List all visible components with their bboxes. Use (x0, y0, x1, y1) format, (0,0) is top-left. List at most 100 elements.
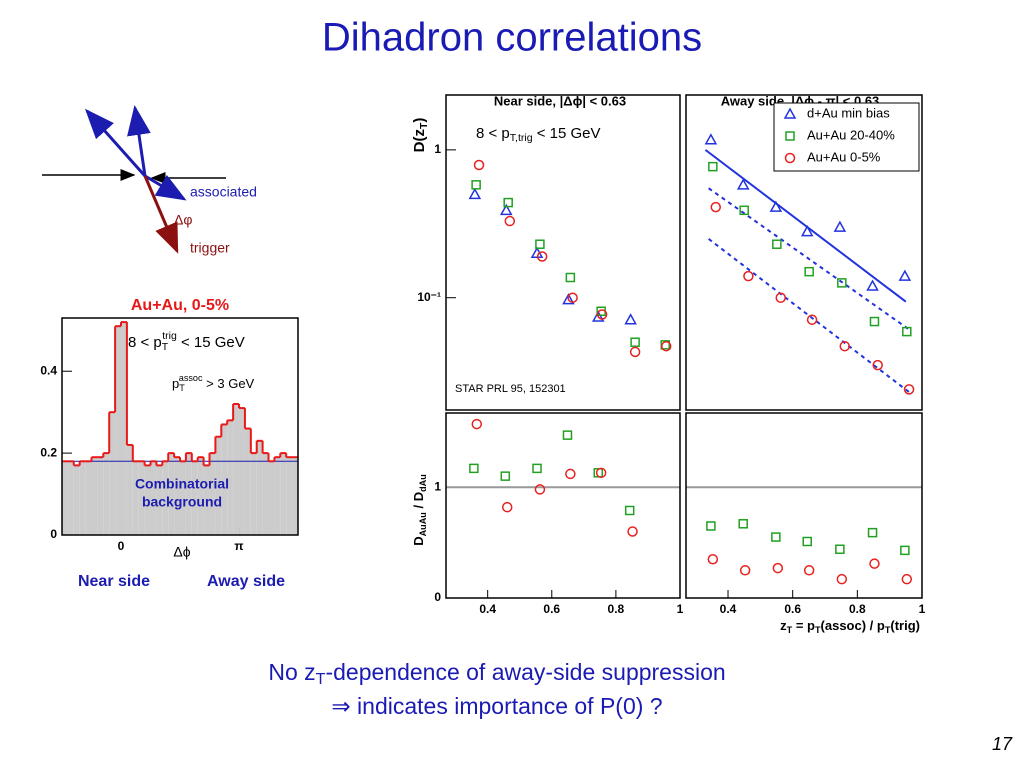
text-part: trig (162, 330, 177, 342)
histogram-bar (109, 412, 116, 535)
marker-triangle (468, 187, 482, 200)
associated-arrow (144, 174, 187, 201)
kinematics-diagram: associated Δφ trigger (42, 105, 257, 256)
y-axis-label: DAuAu / DdAu (411, 474, 428, 546)
marker-circle (772, 562, 784, 574)
text-part: assoc (179, 373, 203, 383)
marker-square (532, 463, 542, 474)
text-part: T (179, 383, 185, 393)
x-tick-label: 0.6 (784, 602, 801, 616)
y-tick-label: 0.2 (40, 445, 57, 459)
text-part: AuAu (418, 512, 428, 536)
histogram-bar (126, 444, 133, 535)
histogram-bar (73, 465, 80, 535)
histogram-bar (292, 457, 298, 535)
legend-marker (783, 107, 797, 119)
histogram-bar (221, 424, 228, 535)
marker-circle (567, 292, 578, 303)
x-tick-label: 0.8 (849, 602, 866, 616)
marker-circle (869, 558, 880, 569)
histogram-bar (62, 461, 68, 535)
marker-square (565, 272, 576, 283)
marker-circle (903, 384, 915, 395)
hist-title: Au+Au, 0-5% (131, 297, 229, 314)
background-label: Combinatorial (135, 476, 229, 492)
histogram-bar (132, 461, 139, 535)
histogram-bar (280, 453, 287, 535)
legend-box (773, 102, 920, 172)
associated-label: associated (190, 184, 257, 200)
fit-line (704, 149, 907, 303)
marker-triangle (704, 133, 718, 145)
trigger-label: trigger (190, 240, 230, 256)
text-part: p (172, 376, 179, 391)
y-tick-label: 0 (434, 590, 441, 604)
marker-triangle (898, 269, 912, 281)
marker-circle (806, 314, 818, 325)
marker-circle (836, 573, 848, 585)
histogram-bar (203, 465, 210, 535)
hist-annotation: pTassoc > 3 GeV (172, 373, 255, 393)
text-part: dAu (418, 474, 428, 492)
text-part: (assoc) / p (821, 618, 885, 633)
text-part: T,trig (510, 132, 533, 144)
text-part: T (885, 625, 891, 635)
marker-square (802, 536, 812, 547)
marker-circle (803, 565, 815, 576)
histogram-bar (256, 440, 263, 535)
legend-label: d+Au min bias (807, 105, 890, 120)
marker-square (562, 430, 573, 440)
plot-frame (445, 412, 681, 599)
jet-arrow (85, 108, 147, 177)
text-part: < 15 GeV (533, 125, 601, 142)
marker-square (804, 266, 814, 277)
marker-circle (872, 359, 883, 371)
marker-square (869, 316, 880, 327)
delta-phi-label: Δφ (174, 212, 192, 228)
page-number: 17 (992, 734, 1013, 754)
histogram-bar (138, 461, 145, 535)
marker-triangle (800, 225, 814, 237)
x-tick-label: 0.4 (720, 602, 737, 616)
histogram-bar (144, 465, 151, 535)
marker-circle (739, 565, 751, 576)
marker-square (469, 463, 479, 474)
marker-triangle (624, 313, 637, 325)
text-part: = p (792, 618, 815, 633)
legend-marker (784, 152, 796, 164)
text-part: (trig) (890, 618, 920, 633)
marker-circle (536, 251, 548, 262)
marker-square (500, 471, 511, 481)
text-part: D(z (411, 129, 428, 152)
background-label: background (142, 494, 222, 510)
histogram-bar (233, 403, 240, 535)
text-part: T (418, 122, 430, 129)
text-part: 8 < p (476, 125, 510, 142)
legend-label: Au+Au 0-5% (807, 149, 881, 164)
marker-square (772, 239, 782, 249)
histogram-bar (97, 457, 104, 535)
marker-circle (534, 484, 546, 495)
text-part: / D (411, 492, 426, 512)
marker-circle (504, 215, 516, 227)
histogram-bar (244, 428, 251, 535)
histogram-bar (103, 453, 110, 535)
text-part: T (787, 625, 793, 635)
marker-square (837, 278, 847, 288)
marker-square (835, 544, 845, 555)
marker-square (738, 519, 748, 529)
histogram-bar (174, 457, 181, 535)
text-part: < 15 GeV (177, 334, 245, 351)
histogram-bar (91, 457, 98, 535)
conclusion: ⇒ indicates importance of P(0) ? (331, 693, 662, 719)
text-part: -dependence of away-side suppression (325, 659, 725, 685)
fit-line (708, 187, 910, 331)
x-tick-label: 1 (677, 602, 684, 616)
x-tick-label: 0.6 (543, 602, 560, 616)
y-axis-label: D(zT) (411, 118, 430, 153)
text-part: T (162, 341, 169, 353)
histogram-bar (121, 322, 127, 535)
fit-line (708, 238, 910, 393)
marker-circle (775, 292, 786, 303)
